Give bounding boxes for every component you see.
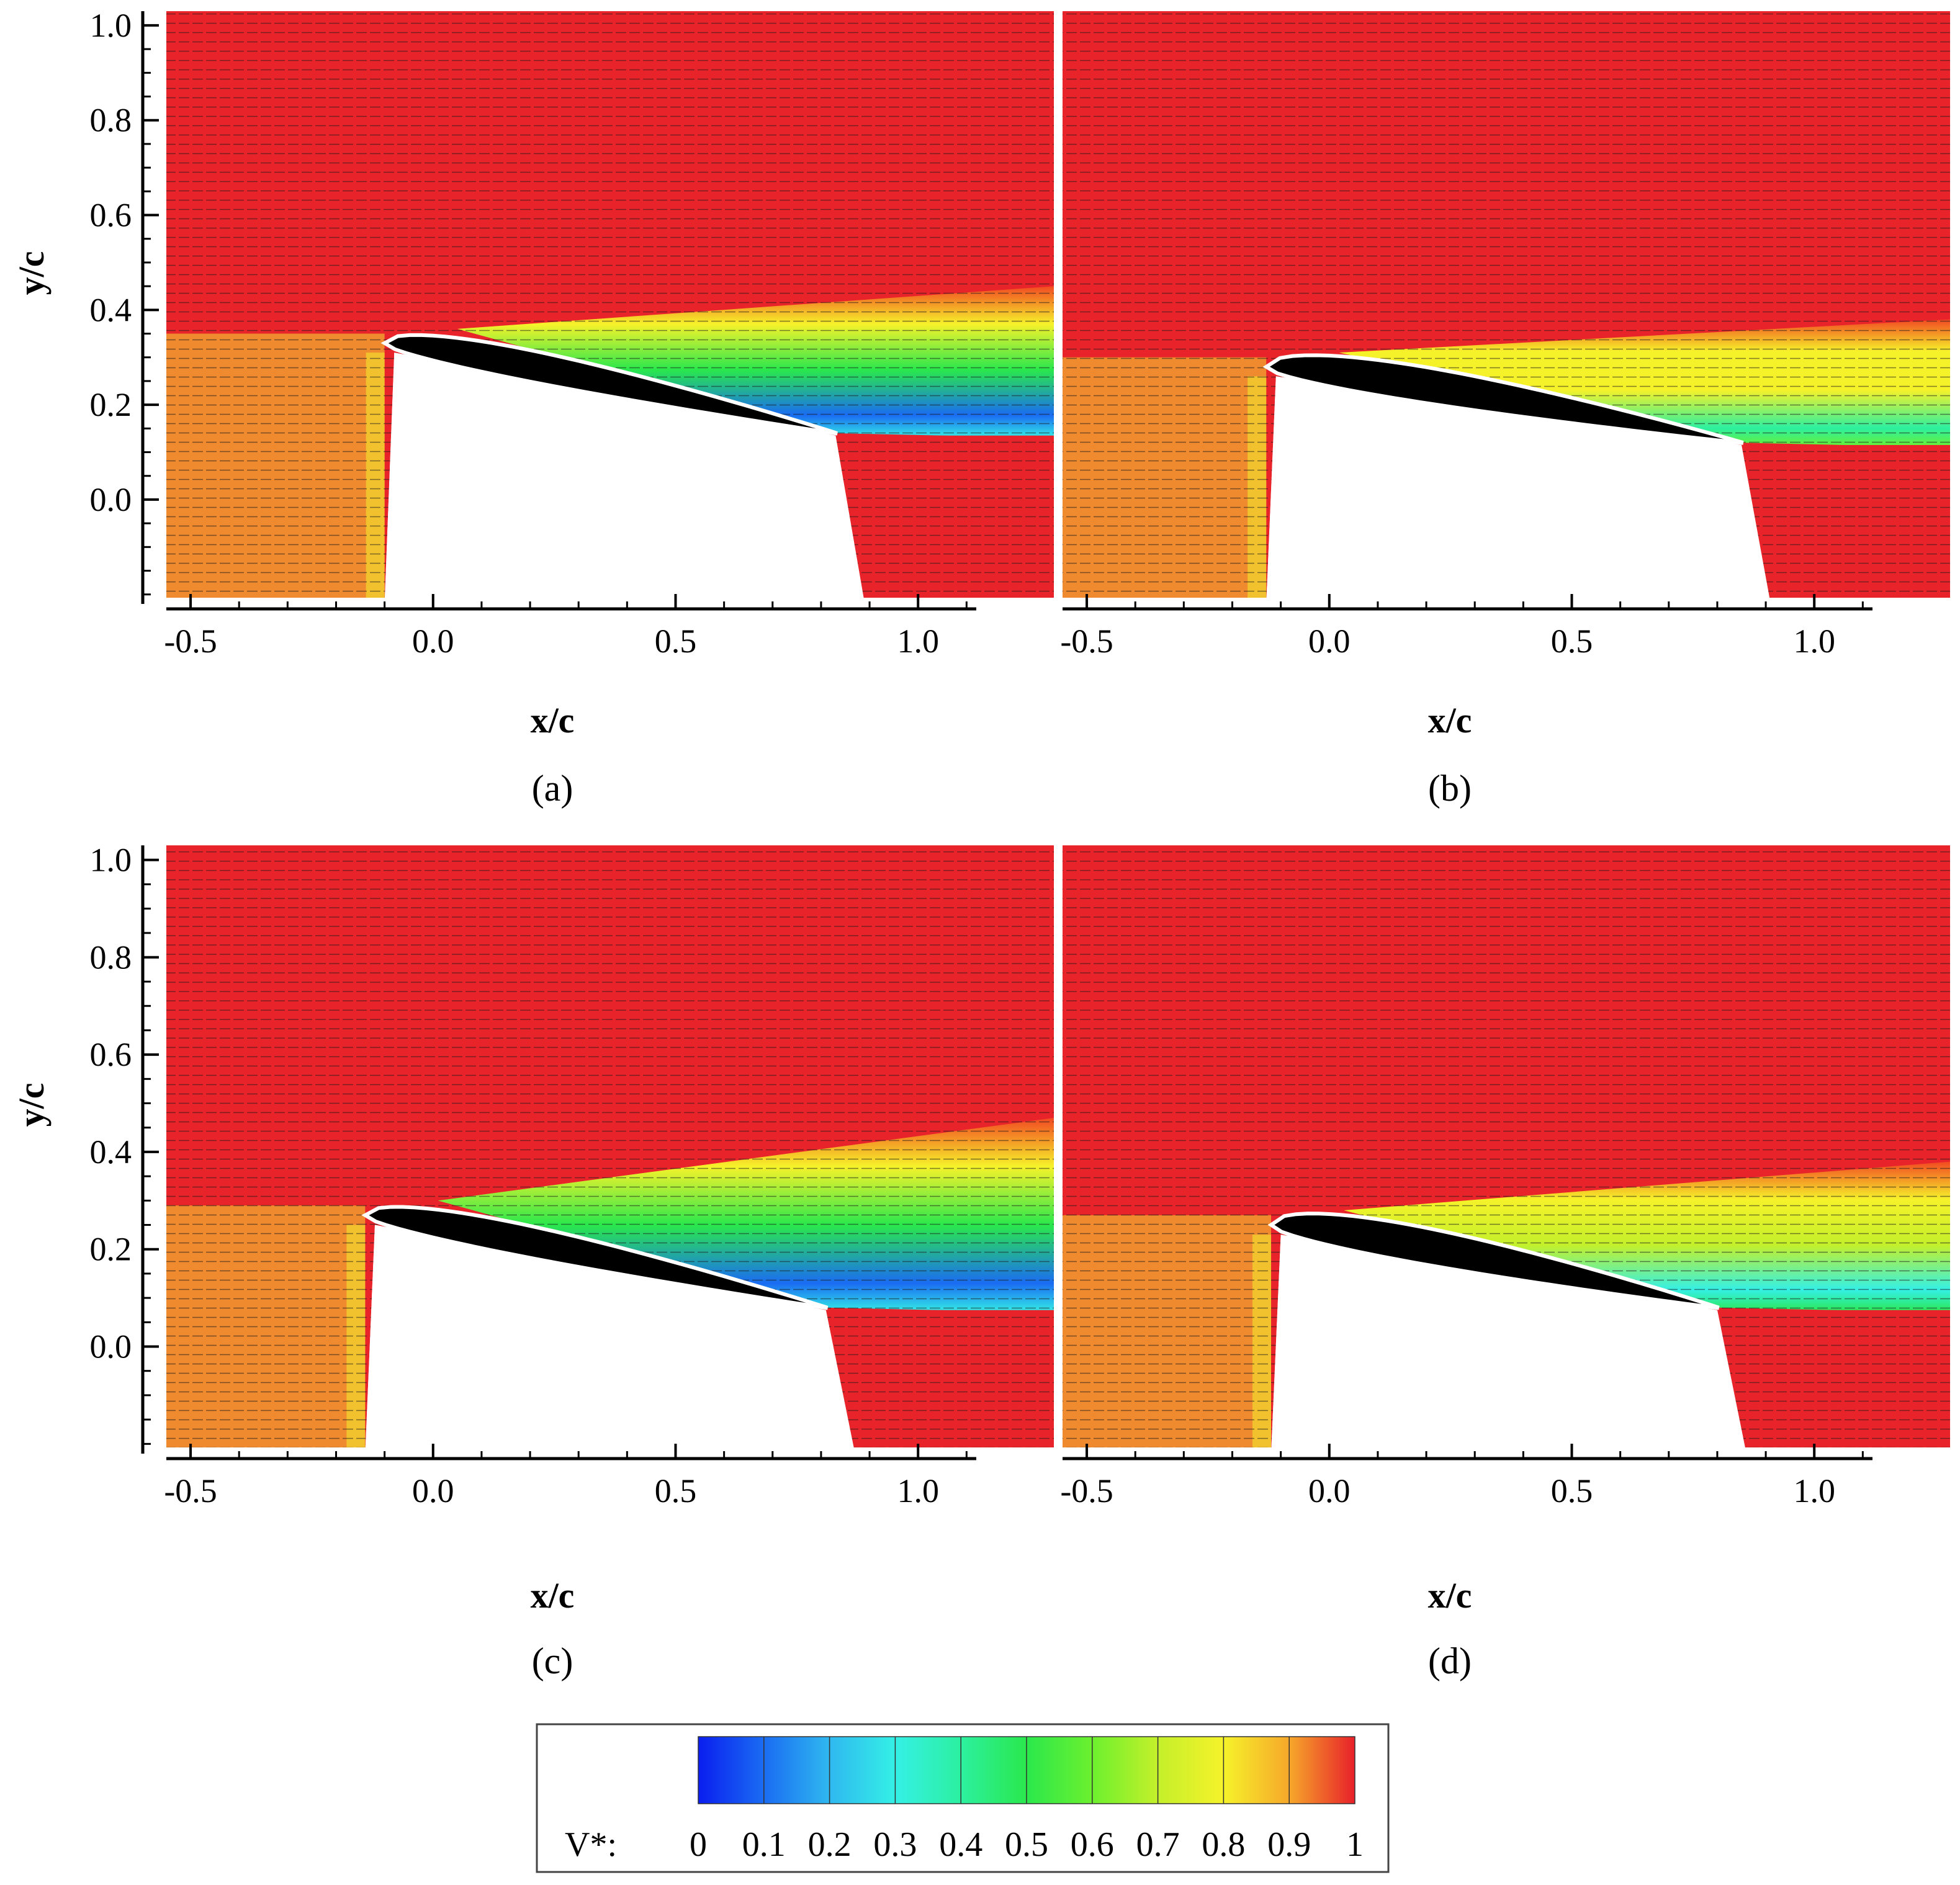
colorbar-tick-label: 0.6	[1071, 1825, 1114, 1864]
colorbar-tick-label: 0	[690, 1825, 707, 1864]
x-tick-label: 1.0	[1793, 1472, 1835, 1509]
y-tick-label: 0.4	[90, 1133, 132, 1171]
x-tick-label: 0.0	[1308, 1472, 1351, 1509]
x-tick-label: 0.0	[1308, 623, 1351, 660]
colorbar-tick-label: 0.5	[1005, 1825, 1048, 1864]
x-axis-title-c: x/c	[531, 1575, 575, 1616]
colorbar-tick-label: 0.3	[873, 1825, 917, 1864]
colorbar-tick-label: 0.2	[808, 1825, 852, 1864]
y-tick-label: 0.2	[90, 1231, 132, 1268]
airfoil	[1267, 1212, 1720, 1310]
axes: -0.5 0.0 0.5 1.0	[1060, 594, 1872, 660]
colorbar-title: V*:	[565, 1825, 617, 1864]
flow-field	[166, 11, 1054, 604]
y-tick-label: 0.8	[90, 938, 132, 976]
x-tick-label: -0.5	[164, 1472, 217, 1509]
panel-b: -0.5 0.0 0.5 1.0	[1060, 11, 1950, 660]
y-tick-label: 0.6	[90, 197, 132, 234]
panel-label-c: (c)	[532, 1640, 573, 1681]
x-tick-label: -0.5	[1060, 1472, 1113, 1509]
y-tick-label: 1.0	[90, 842, 132, 879]
airfoil	[1262, 353, 1744, 445]
y-tick-label: 0.0	[90, 1328, 132, 1365]
colorbar-dividers	[763, 1737, 1290, 1804]
shadow-mask	[384, 353, 865, 604]
colorbar-tick-label: 0.9	[1267, 1825, 1311, 1864]
x-tick-label: 1.0	[897, 623, 939, 660]
y-tick-label: 0.4	[90, 291, 132, 328]
colorbar: V*: 0 0.1 0.2 0.3 0.4 0.5 0.6 0.7 0.8 0.9 1	[536, 1723, 1390, 1873]
colorbar-tick-label: 0.8	[1202, 1825, 1245, 1864]
colorbar-tick-label: 0.4	[939, 1825, 982, 1864]
x-tick-label: 0.5	[655, 623, 697, 660]
colorbar-ticks: 0 0.1 0.2 0.3 0.4 0.5 0.6 0.7 0.8 0.9 1	[690, 1825, 1364, 1864]
flow-field	[166, 845, 1054, 1454]
y-axis-title-a: y/c	[11, 251, 52, 295]
x-tick-label: 1.0	[1793, 623, 1835, 660]
x-tick-label: -0.5	[164, 623, 217, 660]
x-tick-label: -0.5	[1060, 623, 1113, 660]
colorbar-tick-label: 0.7	[1136, 1825, 1180, 1864]
flow-field	[1063, 11, 1950, 604]
y-axis-title-c: y/c	[11, 1083, 52, 1127]
axes: -0.5 0.0 0.5 1.0 1.0 0.8 0.6 0.4 0.2 0.0	[90, 842, 976, 1509]
y-tick-label: 0.2	[90, 386, 132, 423]
x-axis-title-d: x/c	[1428, 1575, 1472, 1616]
x-tick-label: 1.0	[897, 1472, 939, 1509]
panel-a: -0.5 0.0 0.5 1.0 1.0 0.8 0.6 0.4 0.2 0.0	[90, 7, 1054, 660]
y-tick-label: 0.8	[90, 102, 132, 139]
x-tick-label: 0.5	[1551, 1472, 1593, 1509]
panel-label-a: (a)	[532, 768, 573, 809]
axes: -0.5 0.0 0.5 1.0	[1060, 1444, 1872, 1509]
colorbar-tick-label: 1	[1346, 1825, 1364, 1864]
x-tick-label: 0.5	[1551, 623, 1593, 660]
panel-label-b: (b)	[1428, 768, 1472, 809]
panel-d: -0.5 0.0 0.5 1.0	[1060, 845, 1950, 1509]
x-axis-title-a: x/c	[531, 700, 575, 740]
airfoil	[380, 333, 838, 436]
x-axis-title-b: x/c	[1428, 700, 1472, 740]
colorbar-tick-label: 0.1	[742, 1825, 786, 1864]
airfoil	[361, 1205, 829, 1310]
x-tick-label: 0.0	[412, 1472, 454, 1509]
y-tick-label: 1.0	[90, 7, 132, 44]
x-tick-label: 0.5	[655, 1472, 697, 1509]
panel-c: -0.5 0.0 0.5 1.0 1.0 0.8 0.6 0.4 0.2 0.0	[90, 842, 1054, 1509]
flow-field	[1063, 845, 1950, 1454]
y-tick-label: 0.6	[90, 1036, 132, 1073]
shadow-mask	[365, 1225, 855, 1454]
y-tick-label: 0.0	[90, 481, 132, 518]
axes: -0.5 0.0 0.5 1.0 1.0 0.8 0.6 0.4 0.2 0.0	[90, 7, 976, 660]
x-tick-label: 0.0	[412, 623, 454, 660]
shadow-mask	[1271, 1235, 1746, 1454]
panel-label-d: (d)	[1428, 1640, 1472, 1681]
